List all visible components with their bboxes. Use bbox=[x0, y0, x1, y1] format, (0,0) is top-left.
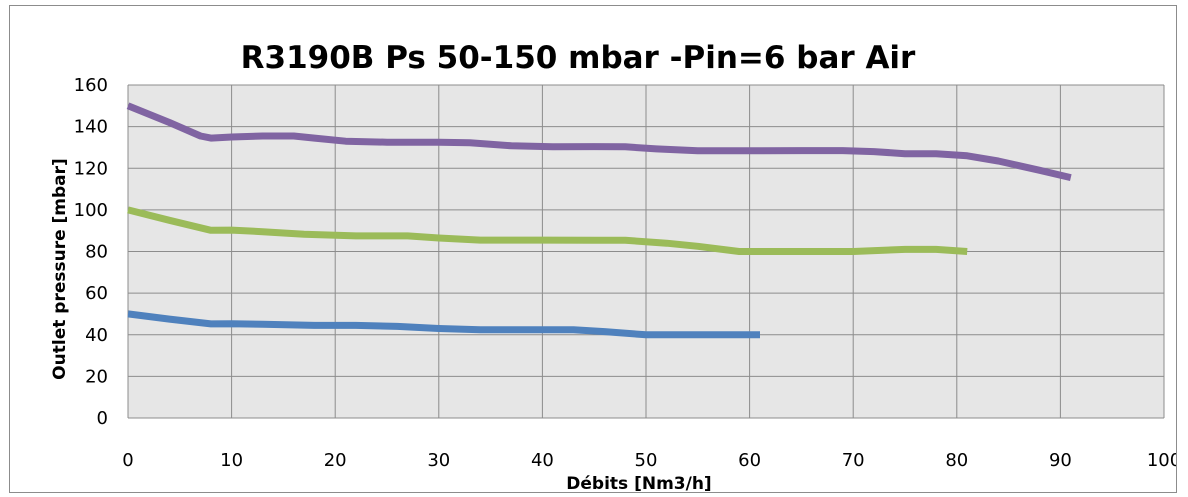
y-tick-label: 60 bbox=[85, 283, 108, 304]
y-tick-label: 0 bbox=[97, 408, 108, 429]
x-tick-label: 90 bbox=[1049, 450, 1072, 471]
y-tick-label: 140 bbox=[74, 117, 108, 138]
series-group bbox=[126, 102, 1072, 339]
y-tick-label: 80 bbox=[85, 242, 108, 263]
chart-frame: R3190B Ps 50-150 mbar -Pin=6 bar Air 0 20… bbox=[9, 5, 1177, 493]
y-tick-label: 100 bbox=[74, 200, 108, 221]
x-tick-label: 10 bbox=[220, 450, 243, 471]
series-line-3 bbox=[126, 102, 1072, 182]
x-tick-label: 70 bbox=[842, 450, 865, 471]
x-tick-label: 100 bbox=[1147, 450, 1176, 471]
x-tick-label: 60 bbox=[738, 450, 761, 471]
x-tick-label: 20 bbox=[324, 450, 347, 471]
x-tick-label: 40 bbox=[531, 450, 554, 471]
y-tick-label: 120 bbox=[74, 158, 108, 179]
series-line-1 bbox=[127, 310, 760, 339]
x-tick-label: 50 bbox=[635, 450, 658, 471]
x-tick-label: 30 bbox=[427, 450, 450, 471]
x-tick-label: 0 bbox=[122, 450, 133, 471]
x-tick-label: 80 bbox=[945, 450, 968, 471]
y-axis-ticks: 0 20 40 60 80 100 120 140 160 bbox=[74, 75, 108, 429]
y-tick-label: 40 bbox=[85, 325, 108, 346]
x-axis-title: Débits [Nm3/h] bbox=[566, 474, 711, 492]
series-line-2 bbox=[127, 206, 968, 255]
y-axis-title: Outlet pressure [mbar] bbox=[50, 158, 70, 380]
chart-canvas: R3190B Ps 50-150 mbar -Pin=6 bar Air 0 20… bbox=[50, 40, 1176, 492]
chart-title: R3190B Ps 50-150 mbar -Pin=6 bar Air bbox=[241, 40, 916, 76]
x-axis-ticks: 0 10 20 30 40 50 60 70 80 90 100 bbox=[122, 450, 1176, 471]
y-tick-label: 20 bbox=[85, 366, 108, 387]
y-tick-label: 160 bbox=[74, 75, 108, 96]
